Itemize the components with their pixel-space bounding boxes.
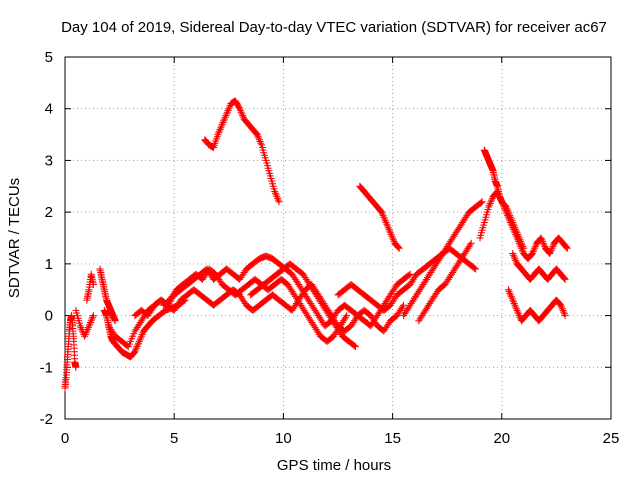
data-point-marks — [105, 252, 414, 351]
data-point-marks — [83, 270, 97, 304]
data-point-marks — [356, 182, 403, 252]
series-s3 — [83, 270, 97, 304]
series-s15 — [509, 250, 569, 283]
series-s14 — [476, 188, 571, 263]
y-tick-label: 1 — [45, 256, 53, 273]
x-axis-label: GPS time / hours — [277, 457, 391, 474]
series-s11 — [400, 198, 486, 320]
data-point-marks — [415, 239, 475, 325]
data-point-marks — [480, 146, 528, 252]
y-tick-label: 4 — [45, 101, 53, 118]
data-point-marks — [476, 188, 571, 263]
x-tick-label: 20 — [493, 430, 510, 447]
series-s4 — [96, 265, 119, 325]
x-tick-label: 25 — [603, 430, 620, 447]
y-tick-label: 2 — [45, 204, 53, 221]
chart-title: Day 104 of 2019, Sidereal Day-to-day VTE… — [61, 19, 607, 36]
y-tick-label: -1 — [40, 359, 53, 376]
x-tick-label: 0 — [61, 430, 69, 447]
series-s2 — [72, 306, 97, 340]
y-axis-label: SDTVAR / TECUs — [6, 178, 23, 298]
data-point-marks — [509, 250, 569, 283]
data-point-marks — [504, 286, 569, 325]
series-s12 — [415, 239, 475, 325]
y-tick-label: 5 — [45, 49, 53, 66]
series-s17 — [201, 97, 283, 206]
data-points — [61, 97, 571, 392]
series-s6 — [105, 252, 414, 351]
series-s1 — [61, 312, 80, 392]
data-point-marks — [247, 260, 359, 351]
data-point-marks — [201, 97, 283, 206]
tick-labels: 0 5 10 15 20 25 -2 -1 0 1 2 3 4 5 — [40, 49, 620, 447]
y-tick-label: 0 — [45, 308, 53, 325]
grid-lines — [64, 56, 612, 420]
data-point-marks — [61, 312, 80, 392]
data-point-marks — [96, 265, 119, 325]
x-tick-label: 15 — [384, 430, 401, 447]
data-point-marks — [400, 198, 486, 320]
x-tick-label: 5 — [170, 430, 178, 447]
axis-ticks — [64, 56, 612, 420]
x-tick-label: 10 — [275, 430, 292, 447]
plot-frame — [64, 56, 612, 420]
series-s9 — [247, 260, 359, 351]
y-tick-label: -2 — [40, 411, 53, 428]
y-tick-label: 3 — [45, 152, 53, 169]
series-s13 — [480, 146, 528, 252]
series-s16 — [504, 286, 569, 325]
data-point-marks — [72, 306, 97, 340]
series-s18 — [356, 182, 403, 252]
